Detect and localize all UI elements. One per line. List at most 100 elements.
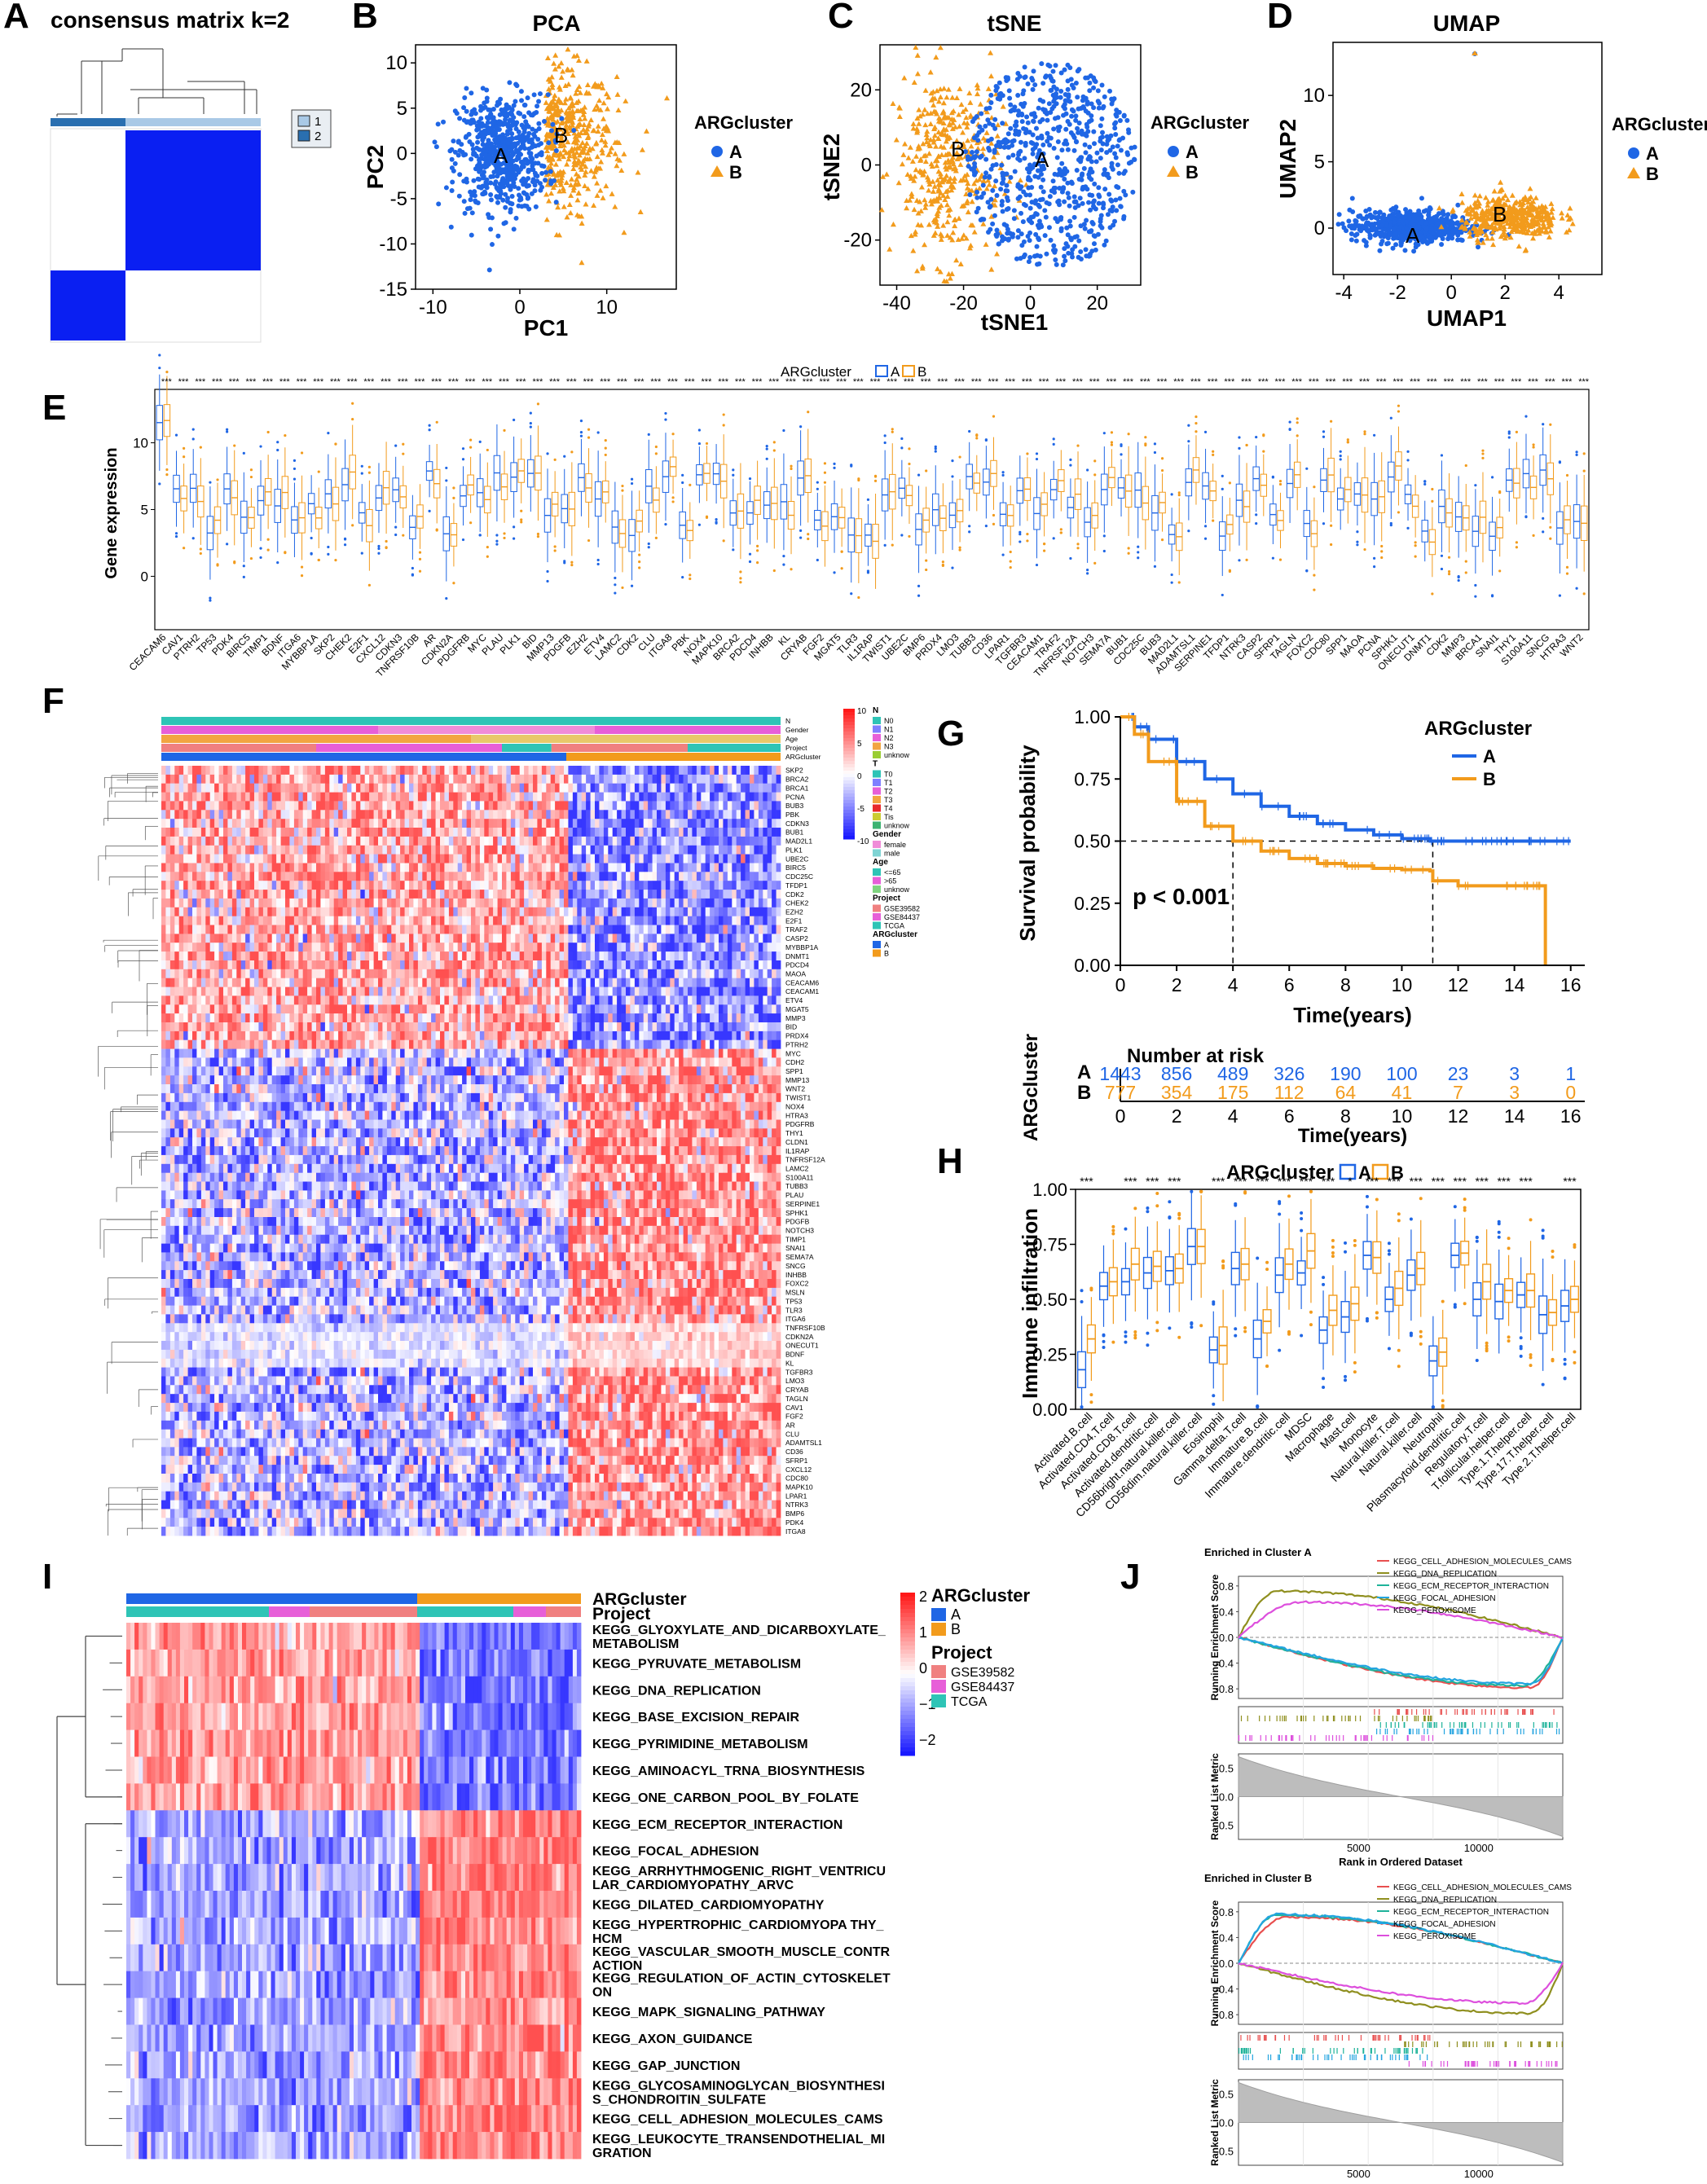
point-b [912,174,917,178]
point-b [546,198,552,203]
point-a [469,233,474,238]
point-a [517,192,521,197]
panel-a-title: consensus matrix k=2 [51,7,289,33]
point-a [1118,196,1123,201]
point-a [486,138,491,143]
point-a [534,204,539,209]
point-a [450,165,455,170]
point-a [535,137,540,142]
point-a [1113,120,1118,125]
point-b [900,161,905,166]
point-a [1048,194,1053,199]
point-b [913,167,919,172]
panel-b-legend-a-marker [711,146,723,157]
point-a [436,121,441,126]
point-a [469,90,473,95]
point-a [1006,155,1011,160]
point-a [983,157,988,162]
point-b [956,216,961,221]
point-a [1128,146,1133,151]
point-b [640,147,645,152]
point-a [1034,126,1039,131]
point-a [465,206,470,211]
point-b [972,229,978,234]
point-a [1084,187,1089,191]
point-a [514,216,519,221]
point-a [516,204,521,209]
point-b [599,138,605,143]
point-b [568,94,574,99]
point-b [614,163,619,168]
point-a [1108,148,1113,153]
point-a [990,222,995,226]
point-b [599,147,605,152]
point-a [483,105,488,110]
point-a [1044,200,1049,205]
point-a [1007,88,1012,93]
panel-letter-d: D [1267,0,1293,36]
panel-a-consensus-matrix: consensus matrix k=2 1 2 [51,7,331,342]
point-b [988,51,993,55]
point-b [957,124,962,129]
point-a [514,83,519,88]
point-a [531,177,536,182]
panel-a-block-1 [125,130,261,270]
point-b [576,191,582,196]
point-a [970,150,974,155]
panel-b-legend-a-label: A [729,142,742,162]
point-a [482,169,486,174]
point-a [548,169,553,174]
point-a [999,163,1004,168]
point-a [519,98,524,103]
point-b [583,201,589,206]
point-b [967,100,973,105]
point-b [582,183,587,188]
point-b [902,141,908,146]
point-b [992,183,997,188]
panel-letter-j: J [1120,1557,1140,1597]
point-b [886,246,892,251]
point-b [603,183,609,188]
x-tick-label: -10 [419,297,447,319]
point-b [638,209,644,214]
point-a [1039,61,1044,66]
panel-letter-e: E [42,388,66,428]
point-a [474,153,479,158]
point-a [1044,252,1049,257]
point-a [456,152,461,157]
point-a [1010,153,1015,158]
point-a [495,125,499,130]
panel-a-legend-swatch-1 [298,116,310,126]
panel-a-legend-box [292,110,331,147]
point-b [576,84,582,89]
figure-canvas: A B C D E F G H I J consensus matrix k=2… [0,0,1707,2180]
point-a [503,121,508,126]
point-b [983,242,989,247]
point-a [1015,77,1020,81]
point-a [475,134,480,139]
point-a [434,144,439,149]
point-a [508,110,513,115]
point-a [1062,106,1067,111]
point-b [926,222,932,226]
point-a [988,227,992,232]
point-b [958,261,964,266]
point-a [495,196,500,200]
point-b [623,99,628,103]
point-a [1015,71,1020,76]
point-a [489,197,494,202]
point-a [539,185,544,190]
point-b [974,91,980,96]
point-a [509,154,514,159]
point-b [549,74,555,79]
point-b [970,199,975,204]
point-a [522,191,527,196]
point-a [1035,244,1040,249]
point-a [1022,156,1027,160]
point-a [1116,171,1121,176]
point-b [579,140,585,145]
panel-letter-a: A [3,0,29,36]
point-a [521,114,526,119]
point-a [535,103,539,108]
point-b [966,209,971,214]
